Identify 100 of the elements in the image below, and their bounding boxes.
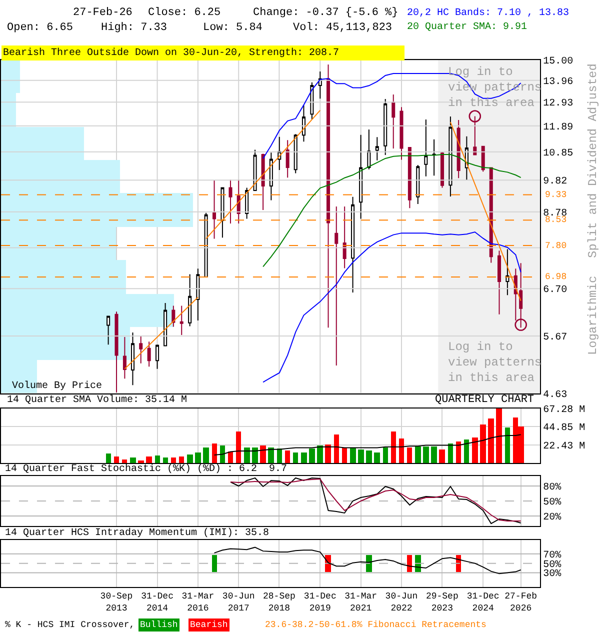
bar — [228, 451, 233, 464]
candlestick — [188, 274, 192, 327]
candlestick — [326, 64, 330, 328]
x-tick-label: 31-Dec 2019 — [304, 592, 336, 614]
bar — [342, 447, 347, 464]
bar — [439, 449, 445, 464]
candlestick — [384, 98, 388, 156]
bar — [456, 441, 461, 464]
bar — [220, 445, 225, 464]
bar — [114, 456, 119, 464]
candlestick — [440, 151, 444, 188]
bar — [195, 452, 201, 464]
chart-title: 14 Quarter HCS Intraday Momentum (IMI): 35.8 — [5, 527, 270, 539]
bar — [448, 443, 453, 464]
bar — [203, 447, 209, 464]
bar — [244, 447, 250, 464]
candlestick — [220, 187, 224, 238]
y-tick-label: 12.93 — [543, 98, 574, 110]
text: QUARTERLY CHART — [435, 394, 534, 406]
bar — [480, 424, 486, 464]
bar — [350, 447, 356, 464]
bar — [260, 445, 266, 464]
bar — [391, 431, 396, 464]
bar — [334, 434, 339, 464]
text: Logarithmic — [586, 276, 600, 356]
chart-title: Bearish Three Outside Down on 30-Jun-20, Strength: 208.7 — [3, 47, 340, 59]
y-tick-label: 13.96 — [543, 76, 574, 88]
candlestick — [164, 302, 168, 346]
y-tick-label: 20% — [543, 512, 562, 524]
ref-line-label: 8.53 — [545, 215, 567, 225]
text: Low: 5.84 — [203, 22, 263, 34]
y-tick-label: 6.70 — [543, 285, 568, 296]
bar — [496, 408, 502, 464]
candlestick — [261, 153, 265, 210]
legend-title: % K - HCS IMI Crossover, — [5, 620, 135, 630]
text: Close: 6.25 — [148, 7, 221, 19]
y-tick-label: 11.89 — [543, 122, 574, 134]
candlestick — [359, 134, 363, 220]
y-axis-title: Split and Dividend Adjusted — [586, 64, 600, 258]
line-series — [262, 154, 522, 268]
text: High: 7.33 — [101, 22, 168, 34]
bar — [146, 456, 152, 464]
x-tick-label: 30-Sep 2013 — [100, 592, 133, 614]
bar — [464, 439, 469, 464]
candlestick — [310, 82, 314, 120]
bar — [212, 443, 217, 464]
ref-line-label: 9.33 — [545, 190, 567, 200]
bar — [155, 455, 160, 464]
bar — [431, 446, 437, 464]
candlestick — [432, 138, 436, 176]
bar — [374, 452, 380, 464]
bar — [163, 457, 168, 464]
candlestick — [180, 305, 184, 336]
text: 27-Feb-26 — [73, 7, 132, 19]
candlestick — [130, 332, 135, 386]
candlestick — [456, 119, 460, 179]
candlestick — [114, 311, 118, 393]
text: Change: -0.37 {-5.6 %} — [253, 7, 398, 19]
candlestick — [106, 316, 110, 346]
candlestick — [342, 206, 346, 269]
bar — [293, 452, 298, 464]
y-tick-label: 22.43 M — [543, 441, 586, 452]
candlestick — [302, 104, 306, 142]
candlestick — [286, 140, 290, 178]
line-series — [214, 434, 522, 456]
bar — [187, 454, 193, 464]
candlestick — [392, 94, 396, 149]
ref-line-label: 6.98 — [545, 272, 567, 282]
bar — [106, 453, 111, 464]
y-tick-label: 5.67 — [543, 332, 568, 344]
x-axis-title: Volume By Price — [12, 380, 102, 392]
candlestick — [506, 248, 510, 296]
y-tick-label: 44.85 M — [543, 423, 586, 434]
x-tick-label: 31-Mar 2016 — [182, 592, 214, 614]
y-tick-label: 80% — [543, 482, 562, 494]
x-tick-label: 30-Jun 2022 — [385, 592, 418, 614]
bar — [423, 446, 429, 464]
candlestick — [400, 106, 404, 160]
bar — [268, 447, 274, 464]
bar — [488, 418, 494, 464]
text: Vol: 45,113,823 — [293, 22, 392, 34]
bar — [505, 427, 510, 464]
candlestick — [278, 136, 282, 170]
candlestick — [497, 250, 502, 315]
y-tick-label: 30% — [543, 569, 562, 580]
bar — [399, 438, 404, 464]
x-tick-label: 31-Dec 2014 — [141, 592, 174, 614]
candlestick — [204, 212, 208, 278]
bar — [383, 447, 388, 464]
bar — [179, 456, 184, 464]
bar — [325, 444, 331, 464]
bar — [130, 457, 136, 464]
x-tick-label: 30-Jun 2017 — [222, 592, 255, 614]
text: 23.6-38.2-50-61.8% Fibonacci Retracements — [265, 620, 486, 630]
candlestick — [236, 179, 240, 224]
bar — [472, 437, 478, 464]
candlestick — [334, 206, 338, 366]
candlestick — [147, 341, 151, 368]
candlestick — [156, 344, 160, 370]
bar — [252, 447, 258, 464]
